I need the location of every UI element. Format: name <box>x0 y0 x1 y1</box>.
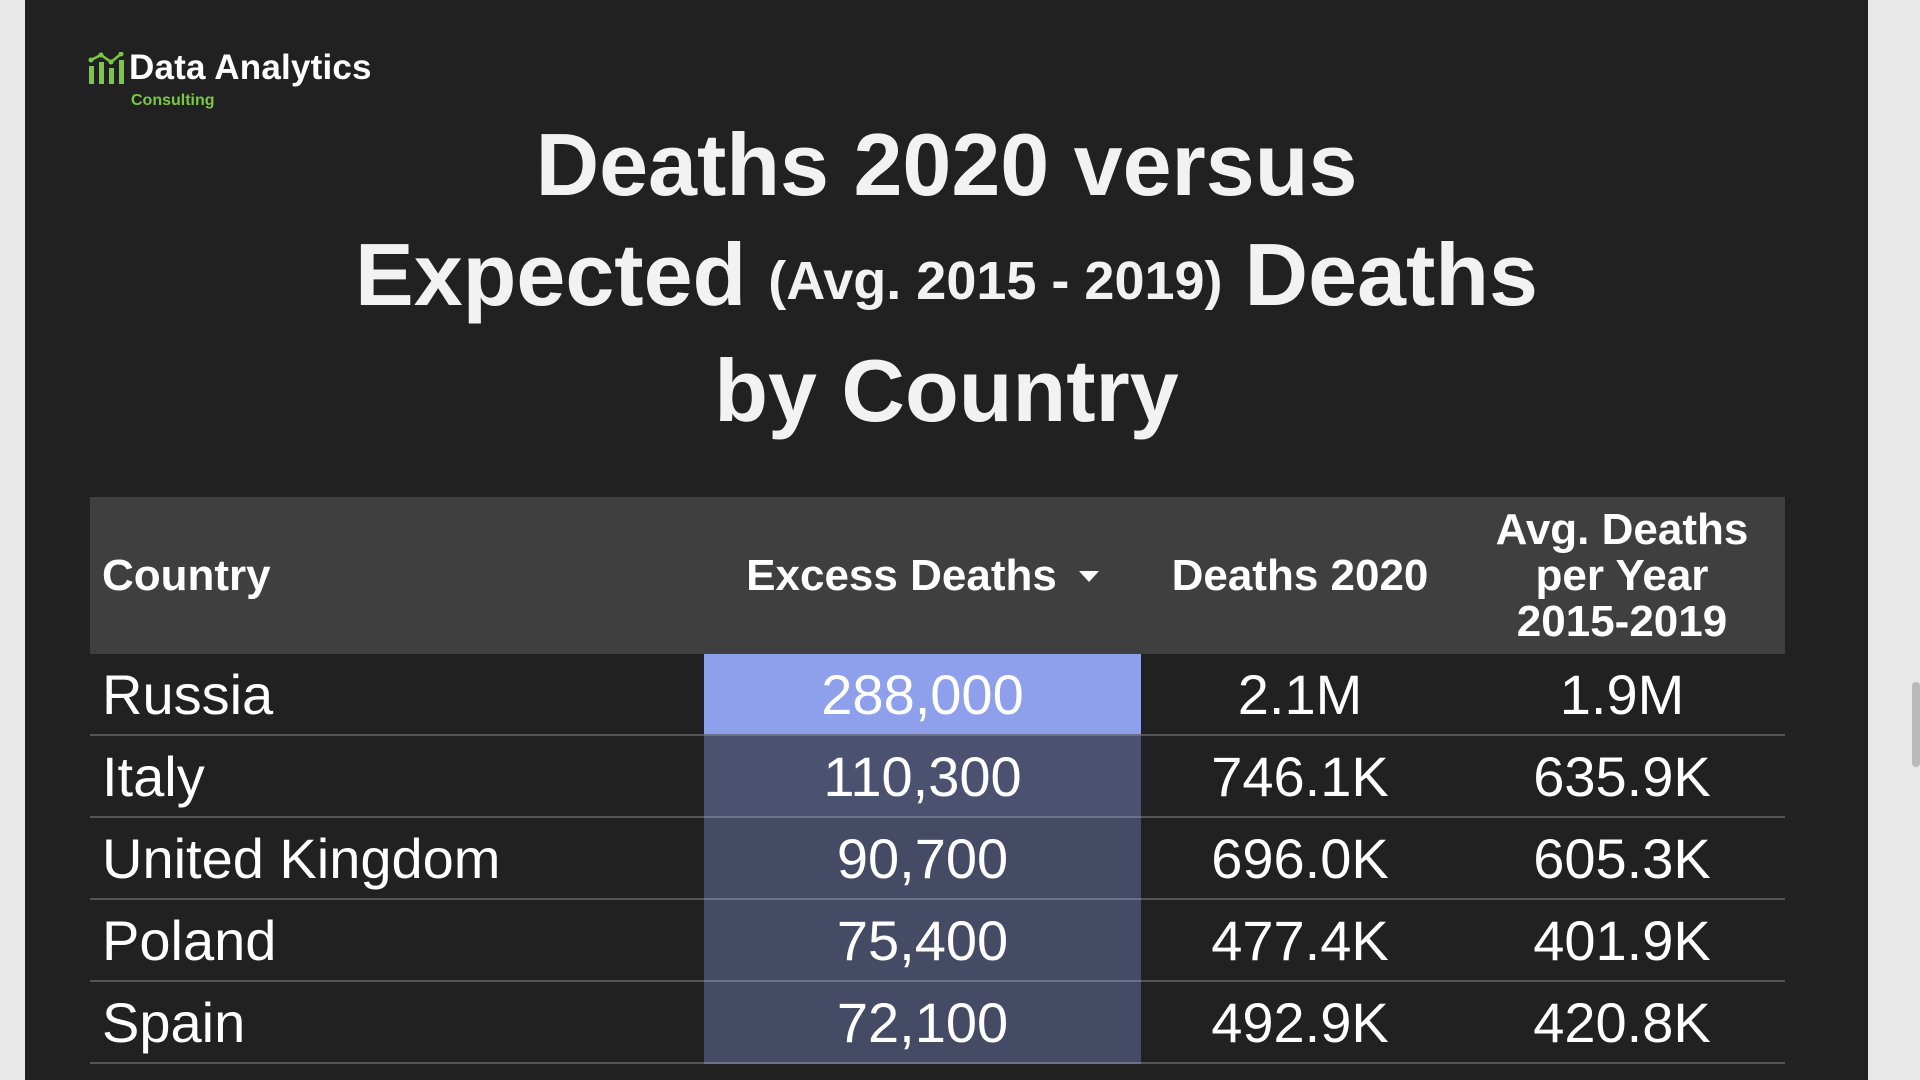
table-row[interactable]: United Kingdom 90,700 696.0K 605.3K <box>90 817 1785 900</box>
header-excess-deaths[interactable]: Excess Deaths <box>704 497 1141 654</box>
cell-deaths-2020: 2.1M <box>1141 654 1459 736</box>
cell-country: Italy <box>90 735 704 818</box>
bar-chart-icon <box>88 52 124 84</box>
cell-avg-deaths: 420.8K <box>1459 981 1785 1064</box>
cell-avg-deaths: 401.9K <box>1459 899 1785 982</box>
cell-deaths-2020: 477.4K <box>1141 899 1459 982</box>
cell-country: United Kingdom <box>90 817 704 900</box>
header-deaths-2020[interactable]: Deaths 2020 <box>1141 497 1459 654</box>
report-title: Deaths 2020 versus Expected (Avg. 2015 - … <box>25 110 1868 446</box>
cell-avg-deaths: 605.3K <box>1459 817 1785 900</box>
title-line-1: Deaths 2020 versus <box>535 115 1358 214</box>
title-expected: Expected <box>355 225 747 324</box>
cell-deaths-2020: 746.1K <box>1141 735 1459 818</box>
table-row[interactable]: Poland 75,400 477.4K 401.9K <box>90 899 1785 982</box>
title-note: (Avg. 2015 - 2019) <box>768 251 1223 311</box>
cell-country: Poland <box>90 899 704 982</box>
cell-excess-deaths: 110,300 <box>704 735 1141 818</box>
table-row[interactable]: Spain 72,100 492.9K 420.8K <box>90 981 1785 1064</box>
table-row[interactable]: Italy 110,300 746.1K 635.9K <box>90 735 1785 818</box>
cell-excess-deaths: 90,700 <box>704 817 1141 900</box>
cell-country: Spain <box>90 981 704 1064</box>
cell-excess-deaths: 75,400 <box>704 899 1141 982</box>
brand-name: Data Analytics <box>129 48 372 87</box>
brand-logo: Data Analytics Consulting <box>88 48 372 109</box>
cell-avg-deaths: 1.9M <box>1459 654 1785 736</box>
title-deaths: Deaths <box>1244 225 1538 324</box>
cell-excess-deaths: 288,000 <box>704 654 1141 736</box>
sort-descending-icon[interactable] <box>1078 570 1099 582</box>
header-country[interactable]: Country <box>90 497 704 654</box>
page-scrollbar[interactable] <box>1912 682 1920 767</box>
brand-subtitle: Consulting <box>131 92 215 109</box>
title-line-3: by Country <box>714 341 1179 440</box>
title-line-2: Expected (Avg. 2015 - 2019) Deaths <box>25 220 1868 336</box>
table-header-row: Country Excess Deaths Deaths 2020 Avg. D… <box>90 497 1785 654</box>
deaths-table: Country Excess Deaths Deaths 2020 Avg. D… <box>90 497 1785 1064</box>
cell-avg-deaths: 635.9K <box>1459 735 1785 818</box>
table-row[interactable]: Russia 288,000 2.1M 1.9M <box>90 654 1785 736</box>
cell-deaths-2020: 696.0K <box>1141 817 1459 900</box>
report-page: Data Analytics Consulting Deaths 2020 ve… <box>25 0 1868 1080</box>
cell-deaths-2020: 492.9K <box>1141 981 1459 1064</box>
cell-country: Russia <box>90 654 704 736</box>
header-avg-deaths[interactable]: Avg. Deaths per Year 2015-2019 <box>1459 497 1785 654</box>
cell-excess-deaths: 72,100 <box>704 981 1141 1064</box>
